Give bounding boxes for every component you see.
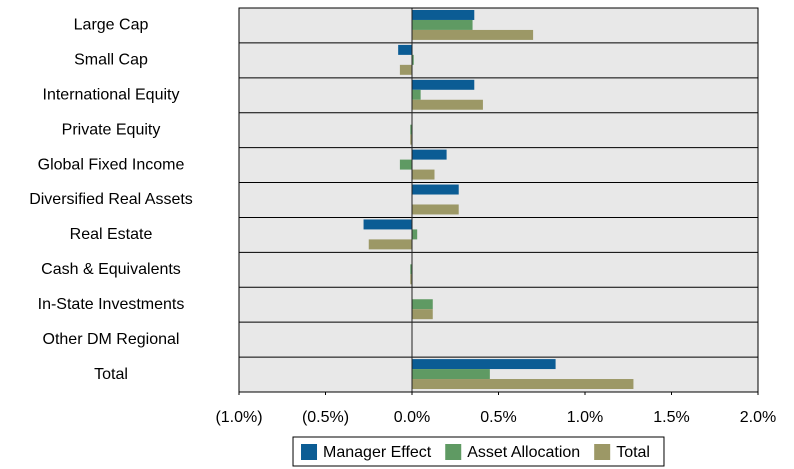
y-tick-label: Cash & Equivalents (41, 261, 181, 278)
bar (363, 219, 412, 230)
bar (412, 99, 483, 110)
bar (412, 359, 556, 370)
y-tick-label: Large Cap (74, 17, 149, 34)
legend-label: Total (616, 444, 650, 461)
x-tick-label: 1.0% (567, 409, 603, 426)
bar (410, 134, 412, 145)
bar (410, 274, 412, 285)
bar (412, 229, 418, 240)
y-tick-label: Global Fixed Income (38, 156, 185, 173)
legend-label: Asset Allocation (467, 444, 580, 461)
bar (399, 159, 412, 170)
y-tick-label: Total (94, 366, 128, 383)
legend-swatch (301, 444, 318, 460)
bar (412, 379, 634, 389)
bar (412, 79, 475, 90)
bar (412, 29, 534, 40)
legend-label: Manager Effect (323, 444, 432, 461)
x-tick-label: (1.0%) (215, 409, 262, 426)
legend-swatch (445, 444, 462, 460)
bar (410, 264, 412, 275)
x-tick-label: 2.0% (740, 409, 776, 426)
bar (412, 54, 414, 65)
y-tick-label: International Equity (43, 86, 180, 103)
bar (412, 369, 490, 380)
bar (398, 44, 412, 55)
bar (368, 239, 412, 250)
plot-background (239, 8, 758, 392)
legend: Manager Effect Asset Allocation Total (292, 436, 665, 467)
bar (412, 149, 447, 160)
y-tick-label: Diversified Real Assets (29, 191, 193, 208)
bar (412, 89, 421, 100)
bar (412, 204, 459, 215)
legend-swatch (594, 444, 611, 460)
y-tick-label: Real Estate (70, 226, 153, 243)
bar (412, 309, 433, 320)
y-tick-label: In-State Investments (38, 296, 185, 313)
bar (412, 184, 459, 195)
x-tick-label: 0.5% (480, 409, 516, 426)
bar (412, 19, 473, 30)
y-tick-label: Other DM Regional (43, 331, 180, 348)
y-tick-label: Private Equity (62, 121, 161, 138)
bar (412, 299, 433, 310)
bar (399, 64, 412, 75)
x-tick-label: 0.0% (394, 409, 430, 426)
y-tick-label: Small Cap (74, 52, 148, 69)
x-tick-label: (0.5%) (302, 409, 349, 426)
bar (412, 10, 475, 20)
bar (412, 169, 435, 180)
bar (410, 124, 412, 135)
x-tick-label: 1.5% (653, 409, 689, 426)
